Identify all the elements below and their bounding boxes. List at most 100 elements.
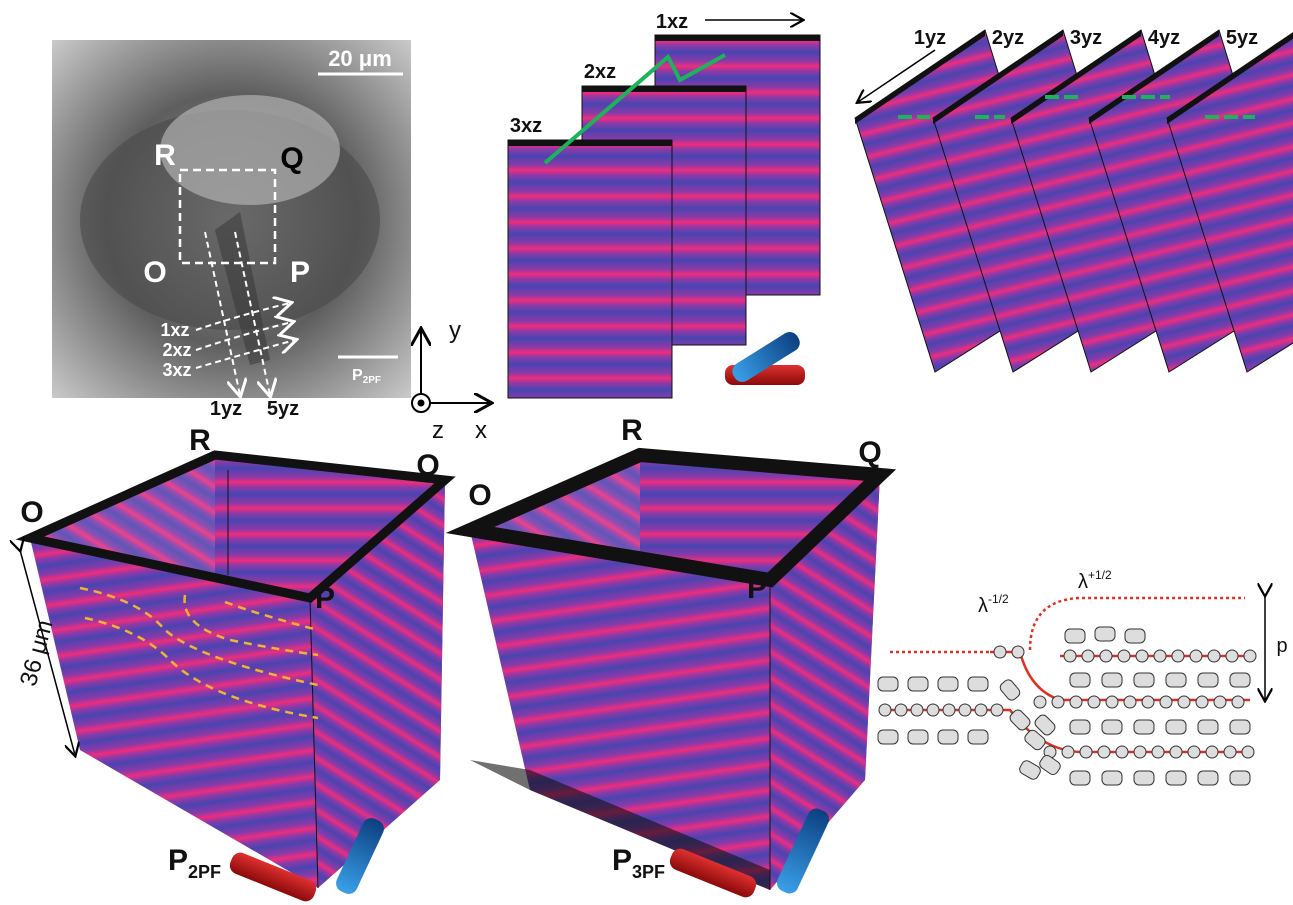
- molecule: [1226, 650, 1238, 662]
- corner-label: P: [290, 256, 310, 289]
- molecule: [1018, 759, 1042, 781]
- slice-edge: [655, 35, 820, 41]
- molecule: [1230, 771, 1250, 785]
- molecule: [1080, 746, 1092, 758]
- molecule: [959, 704, 971, 716]
- corner-label: O: [143, 256, 166, 289]
- path-label: 2xz: [162, 340, 191, 360]
- axis-label: x: [475, 417, 487, 444]
- corner-label: R: [621, 414, 643, 447]
- molecule: [1012, 646, 1024, 658]
- molecule: [1062, 746, 1074, 758]
- slice-label: 5yz: [1226, 27, 1258, 49]
- molecule: [1230, 673, 1250, 687]
- molecule: [1198, 673, 1218, 687]
- slice-label: 1xz: [656, 11, 688, 33]
- molecule: [1070, 771, 1090, 785]
- corner-label: Q: [416, 449, 439, 482]
- molecule: [991, 704, 1003, 716]
- molecule: [1224, 746, 1236, 758]
- molecule: [968, 677, 988, 691]
- molecule: [1070, 720, 1090, 734]
- lambda-label: λ+1/2: [1078, 568, 1112, 593]
- polarizer-symbol: P: [612, 844, 632, 877]
- polarizer-symbol: P: [352, 367, 363, 384]
- lambda-symbol: λ: [978, 595, 988, 617]
- molecule: [1198, 771, 1218, 785]
- slice-label: 1yz: [914, 27, 946, 49]
- axis-origin: [418, 400, 425, 407]
- molecule: [1116, 746, 1128, 758]
- slice-edge: [582, 86, 746, 92]
- molecule: [1082, 650, 1094, 662]
- molecule: [938, 677, 958, 691]
- molecule: [1134, 673, 1154, 687]
- molecule: [1206, 746, 1218, 758]
- molecule: [908, 677, 928, 691]
- figure: 20 μm R Q O P 1xz 2xz 3xz P2PF 1yz 5yz y…: [0, 0, 1293, 905]
- molecule: [1118, 650, 1130, 662]
- molecule: [1154, 650, 1166, 662]
- molecule: [895, 704, 907, 716]
- micrograph: 20 μm R Q O P 1xz 2xz 3xz P2PF: [52, 40, 411, 398]
- polarizer-label: P3PF: [612, 844, 665, 882]
- molecule: [1178, 696, 1190, 708]
- slice-label: 2xz: [584, 61, 616, 83]
- schematic: λ-1/2 λ+1/2 p: [878, 568, 1288, 785]
- molecule: [1198, 720, 1218, 734]
- corner-label: Q: [858, 436, 881, 469]
- molecule: [1134, 771, 1154, 785]
- molecule: [878, 730, 898, 744]
- molecule: [1102, 720, 1122, 734]
- molecule: [1172, 650, 1184, 662]
- slice-label: 4yz: [1148, 27, 1180, 49]
- molecule: [1064, 650, 1076, 662]
- molecule: [1070, 696, 1082, 708]
- molecule: [975, 704, 987, 716]
- axis-label: z: [432, 417, 444, 444]
- molecule: [908, 730, 928, 744]
- domain: [160, 95, 340, 205]
- polarizer-subscript: 2PF: [188, 862, 221, 882]
- molecule: [879, 704, 891, 716]
- lambda-superscript: -1/2: [988, 592, 1009, 606]
- molecule: [998, 678, 1022, 702]
- scale-label: 20 μm: [328, 46, 392, 71]
- slice-edge: [508, 140, 672, 146]
- molecule: [1038, 754, 1062, 777]
- path-label: 3xz: [162, 360, 191, 380]
- corner-label: O: [468, 479, 491, 512]
- polarizer-subscript: 3PF: [632, 862, 665, 882]
- molecule: [1088, 696, 1100, 708]
- lambda-label: λ-1/2: [978, 592, 1009, 617]
- molecule: [1230, 720, 1250, 734]
- molecule: [1100, 650, 1112, 662]
- corner-label: R: [154, 139, 176, 172]
- path-label: 1xz: [160, 320, 189, 340]
- molecule: [1242, 746, 1254, 758]
- molecule: [1095, 627, 1115, 641]
- molecule: [1188, 746, 1200, 758]
- depth-label: 36 μm: [15, 617, 58, 689]
- lambda-symbol: λ: [1078, 571, 1088, 593]
- axes-icon: y z x: [412, 317, 490, 444]
- polarizer-symbol: P: [168, 844, 188, 877]
- molecule: [1134, 720, 1154, 734]
- corner-label: Q: [280, 142, 303, 175]
- molecule: [1065, 629, 1085, 643]
- cube-3pf: R Q O P P3PF: [468, 414, 881, 900]
- pitch-label: p: [1276, 635, 1287, 657]
- axis-label: y: [449, 317, 461, 344]
- molecule: [911, 704, 923, 716]
- molecule: [1214, 696, 1226, 708]
- cube-face: [470, 530, 770, 890]
- slice-label: 3xz: [510, 115, 542, 137]
- molecule: [1102, 771, 1122, 785]
- molecule: [1106, 696, 1118, 708]
- polarizer-label: P2PF: [168, 844, 221, 882]
- cube-2pf: R Q O P 36 μm P2PF: [15, 424, 445, 904]
- molecule: [968, 730, 988, 744]
- corner-label: R: [189, 424, 211, 457]
- molecule: [1125, 629, 1145, 643]
